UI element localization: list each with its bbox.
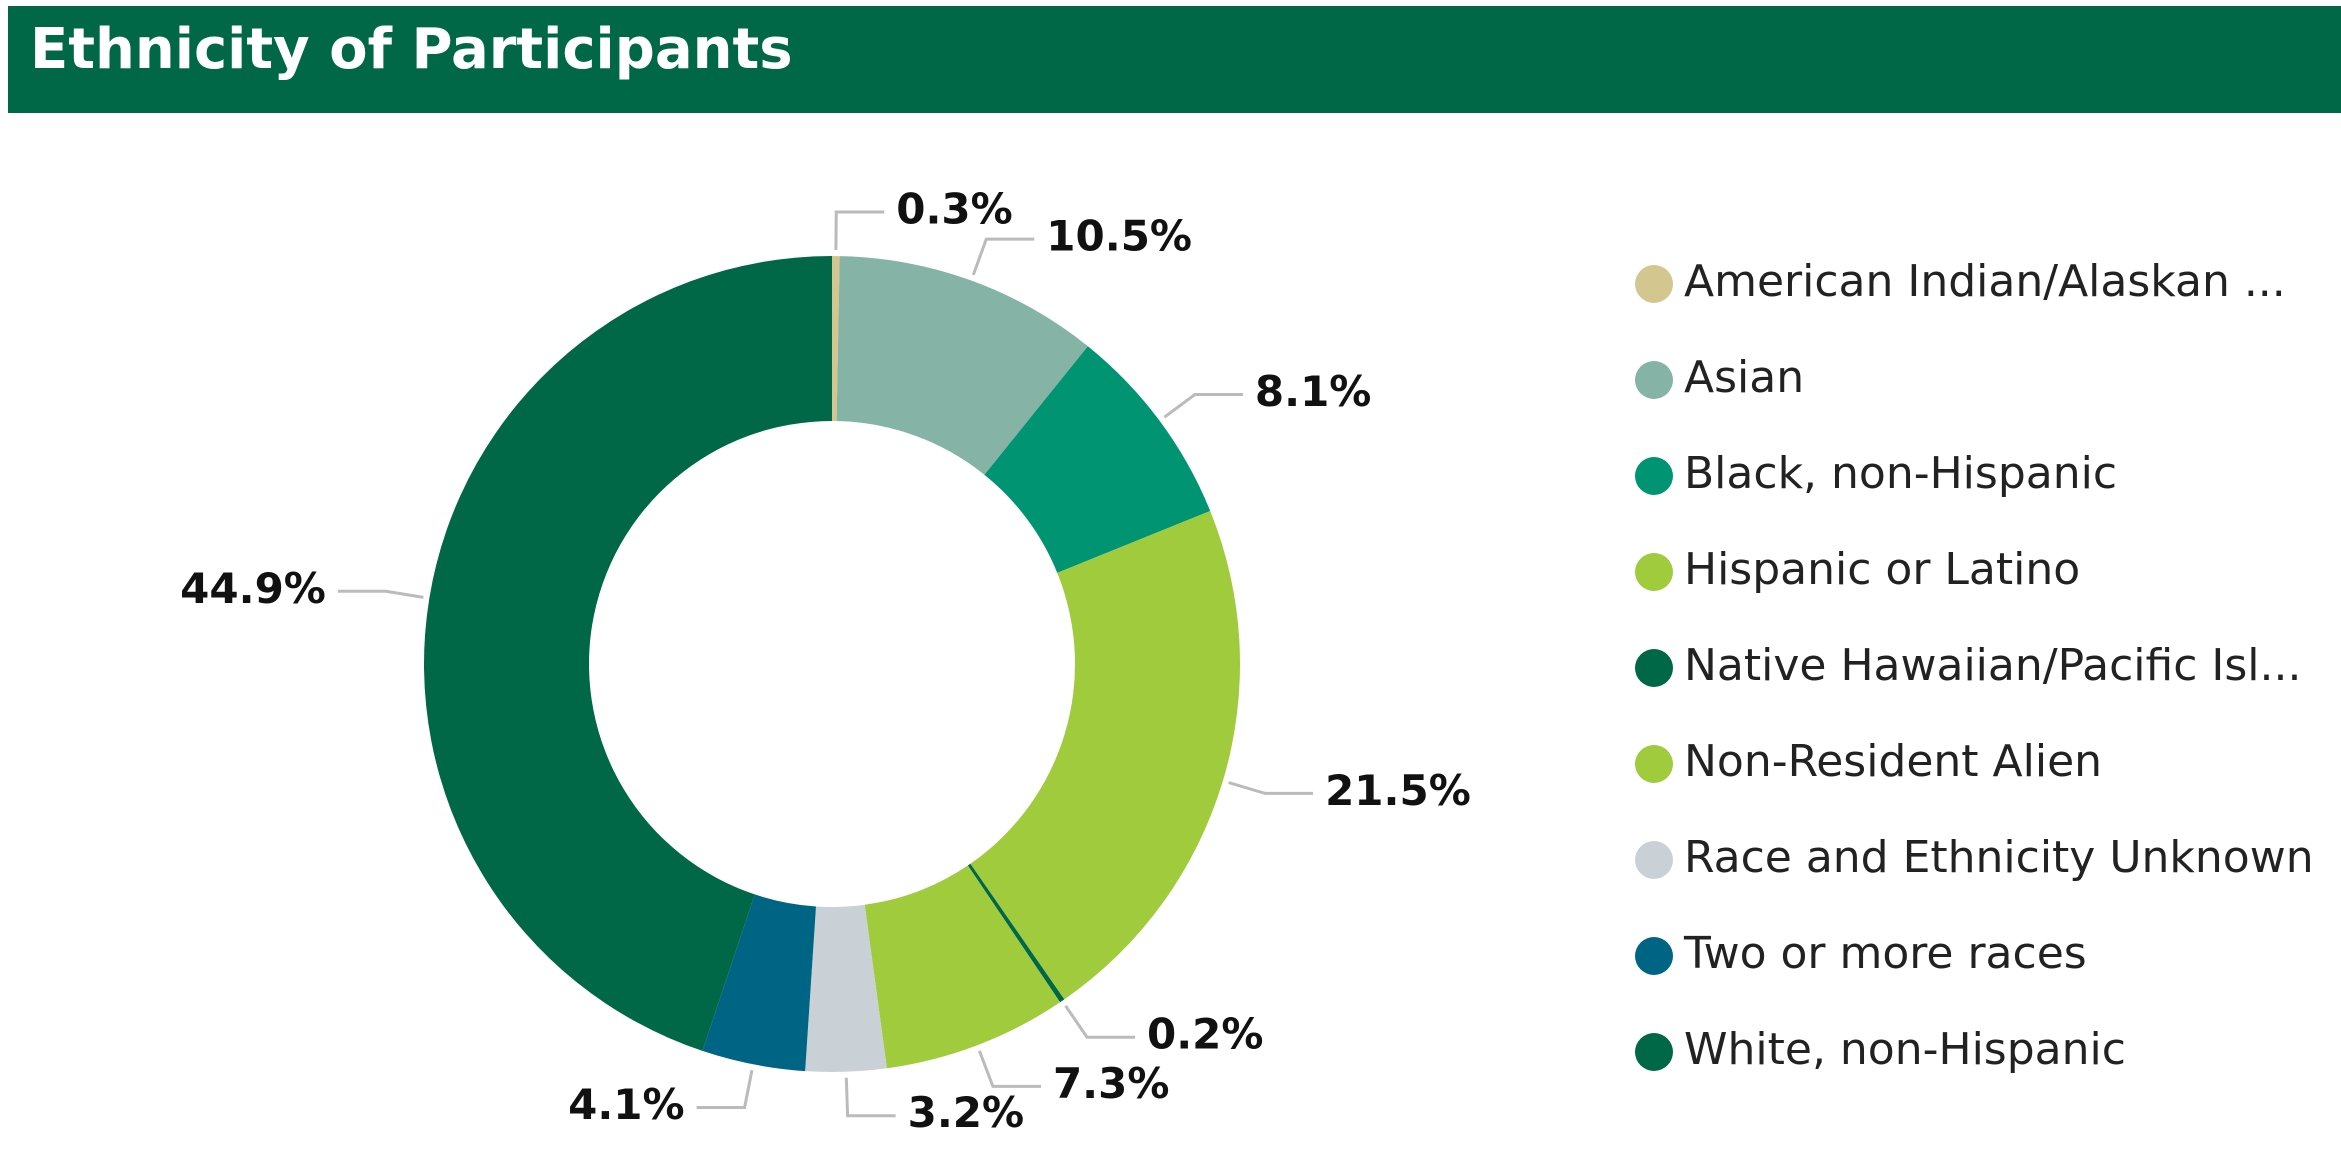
donut-segment bbox=[967, 863, 1065, 1003]
legend-label: Hispanic or Latino bbox=[1684, 544, 2080, 595]
legend-swatch bbox=[1635, 841, 1673, 879]
donut-segment bbox=[836, 256, 1088, 475]
leader-line bbox=[1064, 1004, 1136, 1039]
leader-line bbox=[978, 1050, 1041, 1088]
legend-label: American Indian/Alaskan ... bbox=[1684, 256, 2286, 307]
donut-segment bbox=[864, 865, 1061, 1069]
data-label: 44.9% bbox=[180, 564, 326, 613]
legend-label: Race and Ethnicity Unknown bbox=[1684, 832, 2314, 883]
leader-line bbox=[696, 1069, 754, 1109]
data-label: 7.3% bbox=[1053, 1059, 1169, 1108]
donut-segment bbox=[832, 256, 840, 422]
donut-segment bbox=[970, 510, 1240, 1000]
legend-swatch bbox=[1635, 649, 1673, 687]
legend-label: Native Hawaiian/Pacific Isl... bbox=[1684, 640, 2301, 691]
data-label: 10.5% bbox=[1046, 212, 1192, 261]
legend-swatch bbox=[1635, 553, 1673, 591]
data-label: 3.2% bbox=[908, 1088, 1024, 1137]
legend-label: Black, non-Hispanic bbox=[1684, 448, 2117, 499]
chart-title: Ethnicity of Participants bbox=[30, 17, 793, 82]
legend-swatch bbox=[1635, 745, 1673, 783]
legend-label: White, non-Hispanic bbox=[1684, 1024, 2126, 1075]
leader-line bbox=[971, 237, 1035, 276]
donut-segment bbox=[423, 256, 832, 1051]
data-label: 4.1% bbox=[568, 1080, 684, 1129]
leader-line bbox=[1163, 393, 1243, 419]
leader-line bbox=[1228, 781, 1314, 795]
legend-swatch bbox=[1635, 1033, 1673, 1071]
legend-swatch bbox=[1635, 937, 1673, 975]
legend-label: Asian bbox=[1684, 352, 1804, 403]
header-bar bbox=[8, 6, 2341, 113]
data-label: 0.3% bbox=[896, 185, 1012, 234]
legend-swatch bbox=[1635, 265, 1673, 303]
leader-line bbox=[844, 1077, 896, 1118]
data-label: 8.1% bbox=[1255, 367, 1371, 416]
legend-swatch bbox=[1635, 361, 1673, 399]
legend-label: Non-Resident Alien bbox=[1684, 736, 2102, 787]
donut-segment bbox=[805, 904, 887, 1072]
donut-segment bbox=[984, 346, 1211, 573]
leader-line bbox=[337, 589, 424, 599]
legend-label: Two or more races bbox=[1683, 928, 2087, 979]
data-label: 0.2% bbox=[1147, 1010, 1263, 1059]
donut-segment bbox=[702, 894, 816, 1072]
legend-swatch bbox=[1635, 457, 1673, 495]
leader-line bbox=[834, 210, 885, 251]
data-label: 21.5% bbox=[1325, 766, 1471, 815]
